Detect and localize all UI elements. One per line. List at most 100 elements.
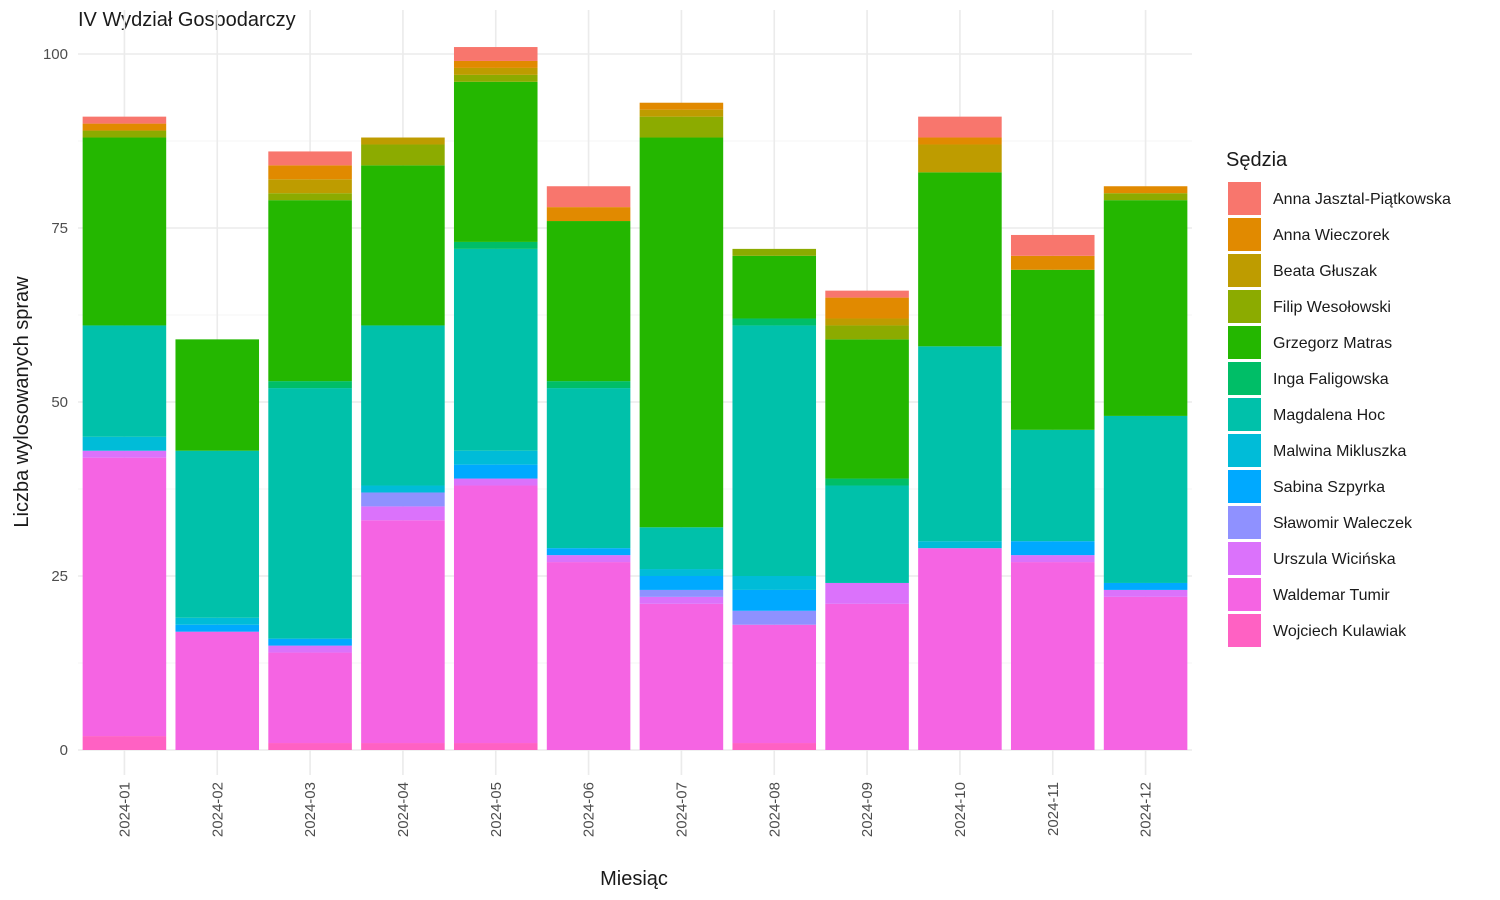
bar-segment (825, 318, 909, 326)
bar-segment (361, 520, 445, 744)
x-tick-label: 2024-12 (1138, 782, 1155, 837)
bar-segment (825, 603, 909, 750)
bar-segment (732, 255, 817, 319)
y-axis-ticks: 0 25 50 75 100 (43, 46, 68, 759)
bar-stack-2024-08 (732, 248, 817, 750)
bars (82, 47, 1188, 750)
chart-title: IV Wydział Gospodarczy (78, 9, 296, 31)
bar-stack-2024-07 (639, 102, 724, 750)
y-axis-title: Liczba wylosowanych spraw (11, 276, 33, 528)
bar-segment (268, 200, 352, 382)
bar-segment (82, 457, 167, 737)
y-tick-label: 25 (51, 568, 68, 585)
bar-segment (639, 596, 724, 604)
bar-stack-2024-01 (82, 116, 167, 750)
y-tick-label: 100 (43, 46, 68, 63)
legend-swatch (1228, 362, 1261, 395)
bar-segment (1103, 582, 1188, 590)
bar-segment (546, 207, 631, 222)
bar-segment (546, 555, 631, 563)
y-tick-label: 0 (60, 742, 68, 759)
bar-segment (918, 548, 1002, 750)
bar-segment (546, 548, 631, 556)
bar-segment (268, 381, 352, 389)
bar-segment (639, 137, 724, 528)
bar-segment (639, 527, 724, 570)
legend-item: Anna Jasztal-Piątkowska (1228, 182, 1451, 215)
legend-swatch (1228, 434, 1261, 467)
x-tick-label: 2024-02 (209, 782, 226, 837)
legend: Anna Jasztal-Piątkowska Anna Wieczorek Bea… (1228, 182, 1451, 647)
legend-item: Grzegorz Matras (1228, 326, 1392, 359)
bar-segment (732, 610, 817, 625)
bar-stack-2024-06 (546, 186, 631, 750)
bar-segment (82, 123, 167, 131)
bar-segment (732, 624, 817, 744)
x-tick-label: 2024-11 (1045, 782, 1062, 836)
bar-segment (453, 464, 538, 479)
bar-segment (82, 736, 167, 750)
bar-segment (453, 743, 538, 750)
bar-segment (639, 603, 724, 750)
bar-segment (546, 388, 631, 549)
bar-segment (82, 436, 167, 451)
bar-segment (1103, 186, 1188, 194)
bar-stack-2024-02 (175, 339, 260, 750)
bar-segment (639, 576, 724, 590)
bar-segment (453, 74, 538, 82)
bar-segment (639, 109, 724, 117)
legend-item: Sławomir Waleczek (1228, 506, 1413, 539)
legend-swatch (1228, 542, 1261, 575)
x-tick-label: 2024-01 (116, 782, 133, 837)
bar-segment (175, 450, 260, 618)
bar-segment (825, 290, 909, 298)
bar-segment (175, 339, 260, 451)
bar-segment (918, 346, 1002, 542)
bar-segment (175, 617, 260, 625)
bar-segment (918, 137, 1002, 145)
bar-segment (1010, 234, 1095, 256)
bar-segment (825, 339, 909, 479)
bar-segment (453, 81, 538, 242)
bar-segment (361, 506, 445, 521)
legend-swatch (1228, 506, 1261, 539)
legend-swatch (1228, 614, 1261, 647)
x-tick-label: 2024-08 (766, 782, 783, 837)
legend-swatch (1228, 290, 1261, 323)
x-tick-label: 2024-07 (673, 782, 690, 837)
legend-label: Urszula Wicińska (1273, 551, 1396, 568)
bar-segment (268, 652, 352, 744)
bar-segment (82, 325, 167, 437)
bar-segment (546, 381, 631, 389)
legend-swatch (1228, 398, 1261, 431)
bar-segment (268, 151, 352, 166)
bar-segment (1010, 429, 1095, 542)
bar-segment (268, 388, 352, 639)
bar-segment (453, 60, 538, 68)
bar-stack-2024-11 (1010, 234, 1095, 750)
bar-segment (639, 102, 724, 110)
y-tick-label: 75 (51, 220, 68, 237)
bar-segment (825, 478, 909, 486)
legend-label: Malwina Mikluszka (1273, 443, 1406, 460)
legend-item: Filip Wesołowski (1228, 290, 1391, 323)
bar-segment (361, 743, 445, 750)
bar-segment (361, 165, 445, 326)
bar-segment (361, 492, 445, 507)
bar-stack-2024-12 (1103, 186, 1188, 750)
bar-segment (82, 116, 167, 124)
legend-label: Grzegorz Matras (1273, 335, 1392, 352)
bar-segment (732, 248, 817, 256)
x-tick-label: 2024-06 (581, 782, 598, 837)
bar-segment (918, 541, 1002, 549)
legend-item: Beata Głuszak (1228, 254, 1378, 287)
bar-segment (825, 325, 909, 340)
x-tick-label: 2024-03 (302, 782, 319, 837)
bar-segment (732, 318, 817, 326)
bar-segment (361, 137, 445, 145)
legend-title: Sędzia (1226, 149, 1288, 171)
legend-label: Sławomir Waleczek (1273, 515, 1413, 532)
bar-segment (453, 485, 538, 744)
bar-stack-2024-10 (918, 116, 1002, 750)
